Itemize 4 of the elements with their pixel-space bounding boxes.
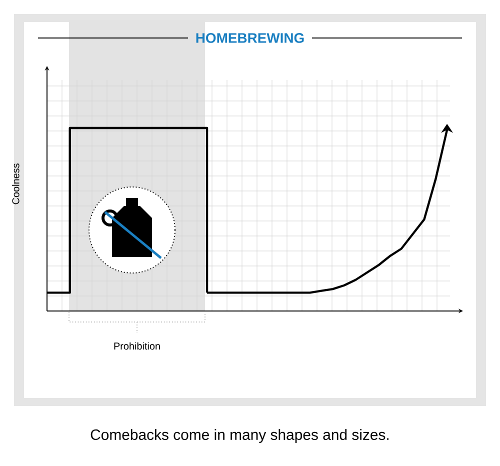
chart-title: HOMEBREWING: [196, 33, 304, 43]
y-axis-title: Coolness: [12, 164, 20, 204]
text: Prohibition: [114, 342, 160, 350]
text: Comebacks come in many shapes and sizes.: [90, 429, 388, 443]
